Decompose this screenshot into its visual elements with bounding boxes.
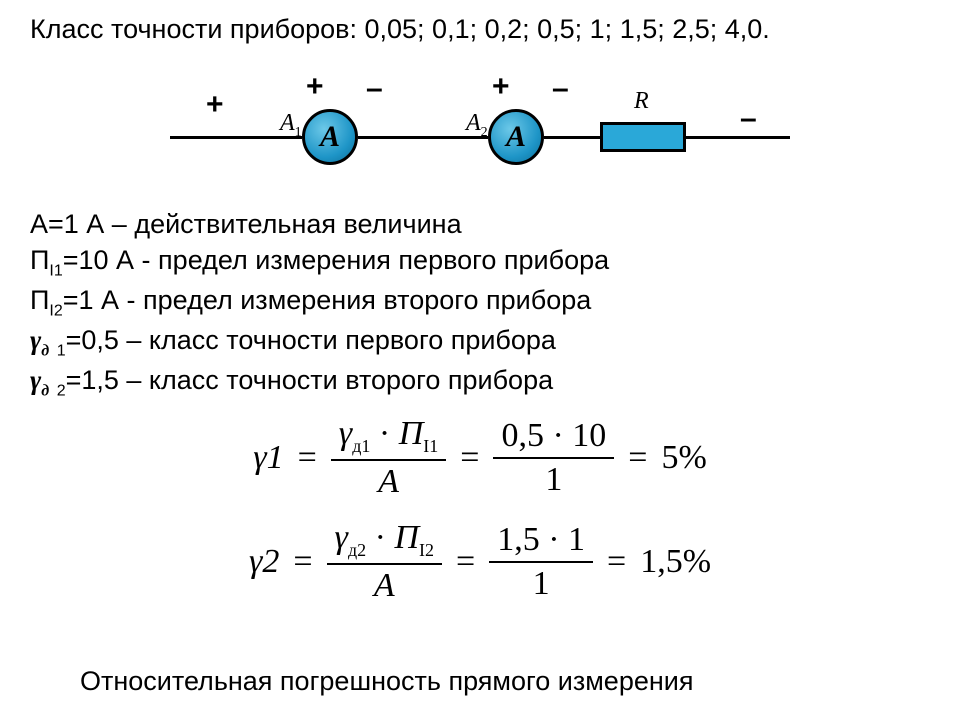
- param-line-4: γд 1=0,5 – класс точности первого прибор…: [30, 322, 609, 362]
- title-line: Класс точности приборов: 0,05; 0,1; 0,2;…: [30, 14, 770, 45]
- ammeter-2: A: [488, 109, 544, 165]
- minus-symbol: –: [552, 74, 569, 104]
- ammeter-1-label: A1: [280, 110, 302, 141]
- ammeter-letter: A: [320, 120, 340, 154]
- wire-segment: [544, 136, 600, 139]
- fraction: 0,5 · 10 1: [493, 417, 614, 499]
- formula-result: 1,5%: [640, 543, 711, 581]
- parameter-list: А=1 А – действительная величина ПI1=10 А…: [30, 206, 609, 402]
- page: Класс точности приборов: 0,05; 0,1; 0,2;…: [0, 0, 960, 720]
- ammeter-1: A: [302, 109, 358, 165]
- resistor-label: R: [634, 88, 649, 115]
- fraction: γд1 · ПI1 A: [331, 415, 446, 501]
- formula-block: γ1 = γд1 · ПI1 A = 0,5 · 10 1 = 5% γ2 =: [170, 415, 790, 623]
- param-line-1: А=1 А – действительная величина: [30, 206, 609, 242]
- formula-gamma1: γ1 = γд1 · ПI1 A = 0,5 · 10 1 = 5%: [170, 415, 790, 501]
- ammeter-2-label: A2: [466, 110, 488, 141]
- plus-symbol: +: [306, 72, 324, 102]
- formula-lhs: γ1: [253, 439, 283, 477]
- fraction: 1,5 · 1 1: [489, 521, 593, 603]
- fraction: γд2 · ПI2 A: [327, 519, 442, 605]
- param-line-5: γд 2=1,5 – класс точности второго прибор…: [30, 362, 609, 402]
- param-line-2: ПI1=10 А - предел измерения первого приб…: [30, 242, 609, 282]
- circuit-diagram: A A1 A A2 R + + – + – –: [170, 62, 790, 192]
- wire-segment: [686, 136, 790, 139]
- ammeter-letter: A: [506, 120, 526, 154]
- param-line-3: ПI2=1 А - предел измерения второго прибо…: [30, 282, 609, 322]
- minus-symbol: –: [366, 74, 383, 104]
- plus-symbol: +: [492, 72, 510, 102]
- footer-caption: Относительная погрешность прямого измере…: [80, 666, 693, 697]
- minus-symbol: –: [740, 104, 757, 134]
- plus-symbol: +: [206, 90, 224, 120]
- formula-result: 5%: [661, 439, 706, 477]
- formula-lhs: γ2: [249, 543, 279, 581]
- formula-gamma2: γ2 = γд2 · ПI2 A = 1,5 · 1 1 = 1,5%: [170, 519, 790, 605]
- resistor: [600, 122, 686, 152]
